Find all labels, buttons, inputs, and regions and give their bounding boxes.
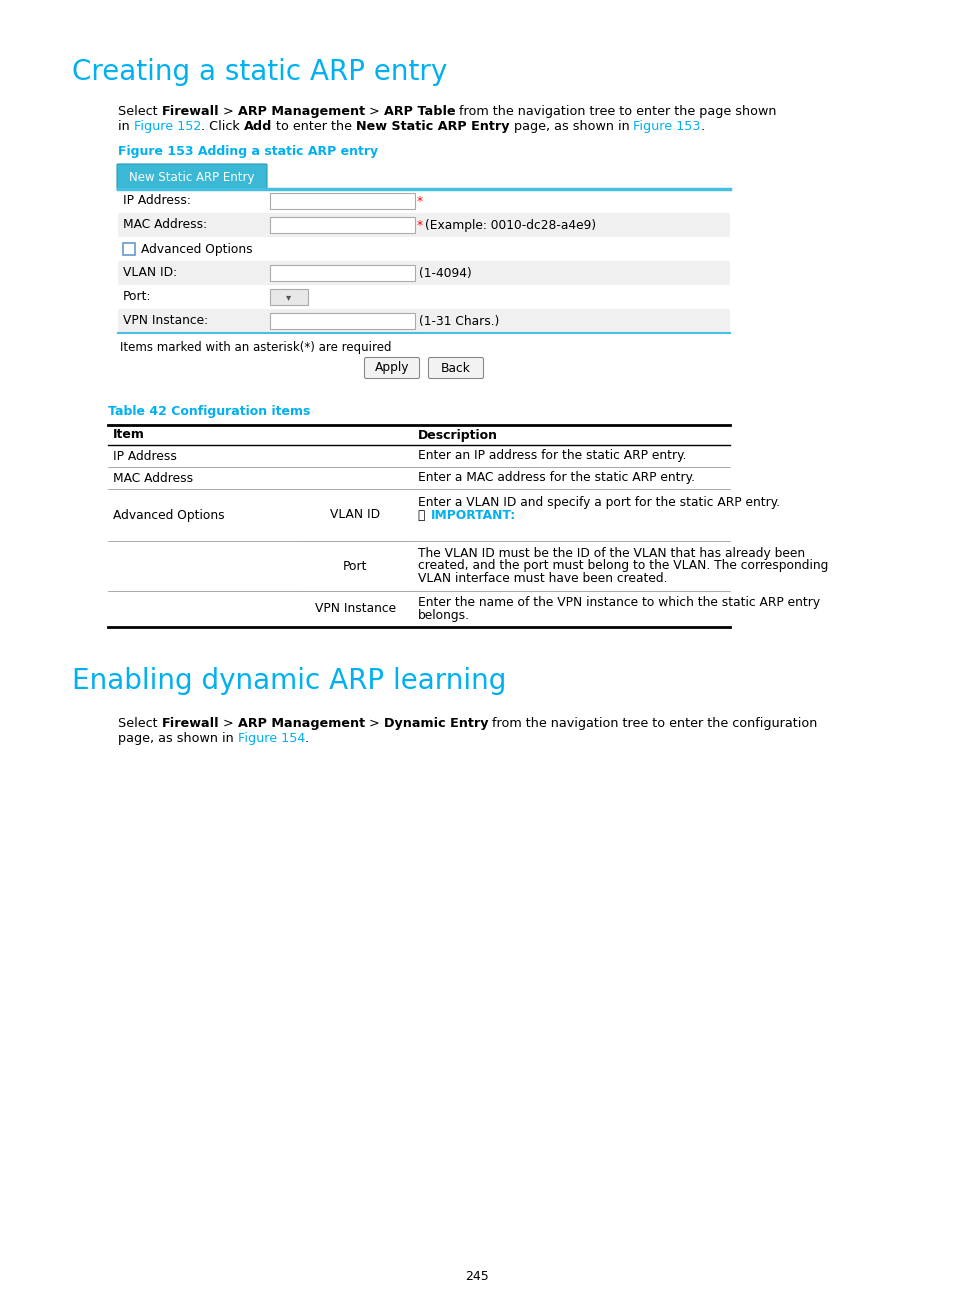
Text: New Static ARP Entry: New Static ARP Entry bbox=[355, 121, 509, 133]
Text: ARP Management: ARP Management bbox=[237, 717, 365, 730]
Text: . Click: . Click bbox=[201, 121, 244, 133]
Text: >: > bbox=[219, 105, 237, 118]
Text: Add: Add bbox=[244, 121, 272, 133]
Text: Port:: Port: bbox=[123, 290, 152, 303]
Text: Figure 152: Figure 152 bbox=[133, 121, 201, 133]
Text: to enter the: to enter the bbox=[272, 121, 355, 133]
Text: (1-4094): (1-4094) bbox=[418, 267, 471, 280]
Bar bbox=[118, 213, 729, 237]
Text: VLAN interface must have been created.: VLAN interface must have been created. bbox=[417, 573, 667, 586]
Text: *: * bbox=[416, 194, 423, 207]
Text: >: > bbox=[365, 105, 383, 118]
Bar bbox=[270, 264, 415, 281]
Text: Figure 153 Adding a static ARP entry: Figure 153 Adding a static ARP entry bbox=[118, 145, 377, 158]
Text: Dynamic Entry: Dynamic Entry bbox=[383, 717, 488, 730]
Text: Enter the name of the VPN instance to which the static ARP entry: Enter the name of the VPN instance to wh… bbox=[417, 596, 820, 609]
Bar bbox=[118, 237, 729, 260]
Bar bbox=[118, 260, 729, 285]
Bar bbox=[118, 285, 729, 308]
Text: Enter a VLAN ID and specify a port for the static ARP entry.: Enter a VLAN ID and specify a port for t… bbox=[417, 496, 780, 509]
Text: Select: Select bbox=[118, 105, 161, 118]
Text: from the navigation tree to enter the configuration: from the navigation tree to enter the co… bbox=[488, 717, 817, 730]
Text: IP Address: IP Address bbox=[112, 450, 176, 463]
Text: Figure 153: Figure 153 bbox=[633, 121, 700, 133]
Text: VPN Instance: VPN Instance bbox=[314, 603, 395, 616]
Text: belongs.: belongs. bbox=[417, 609, 470, 622]
Text: Enabling dynamic ARP learning: Enabling dynamic ARP learning bbox=[71, 667, 506, 695]
Text: page, as shown in: page, as shown in bbox=[509, 121, 633, 133]
Text: Apply: Apply bbox=[375, 362, 409, 375]
Text: Item: Item bbox=[112, 429, 145, 442]
Text: VLAN ID:: VLAN ID: bbox=[123, 267, 177, 280]
Text: Creating a static ARP entry: Creating a static ARP entry bbox=[71, 58, 447, 86]
Bar bbox=[270, 193, 415, 209]
Text: Firewall: Firewall bbox=[161, 717, 219, 730]
Text: 245: 245 bbox=[465, 1270, 488, 1283]
Text: Firewall: Firewall bbox=[161, 105, 219, 118]
Text: created, and the port must belong to the VLAN. The corresponding: created, and the port must belong to the… bbox=[417, 560, 827, 573]
Text: (Example: 0010-dc28-a4e9): (Example: 0010-dc28-a4e9) bbox=[424, 219, 596, 232]
Text: *: * bbox=[416, 219, 423, 232]
Text: Description: Description bbox=[417, 429, 497, 442]
Text: Enter an IP address for the static ARP entry.: Enter an IP address for the static ARP e… bbox=[417, 450, 686, 463]
Text: ▾: ▾ bbox=[286, 292, 292, 302]
Text: .: . bbox=[305, 732, 309, 745]
FancyBboxPatch shape bbox=[117, 165, 267, 191]
Bar bbox=[270, 216, 415, 233]
Text: ARP Table: ARP Table bbox=[383, 105, 455, 118]
Text: .: . bbox=[700, 121, 704, 133]
Bar bbox=[118, 308, 729, 333]
Text: page, as shown in: page, as shown in bbox=[118, 732, 237, 745]
Text: Items marked with an asterisk(*) are required: Items marked with an asterisk(*) are req… bbox=[120, 341, 391, 354]
FancyBboxPatch shape bbox=[428, 358, 483, 378]
Text: The VLAN ID must be the ID of the VLAN that has already been: The VLAN ID must be the ID of the VLAN t… bbox=[417, 547, 804, 560]
Text: in: in bbox=[118, 121, 133, 133]
Bar bbox=[118, 189, 729, 213]
Text: from the navigation tree to enter the page shown: from the navigation tree to enter the pa… bbox=[455, 105, 776, 118]
Text: IMPORTANT:: IMPORTANT: bbox=[431, 509, 516, 522]
Text: IP Address:: IP Address: bbox=[123, 194, 191, 207]
Text: Table 42 Configuration items: Table 42 Configuration items bbox=[108, 404, 310, 419]
Text: (1-31 Chars.): (1-31 Chars.) bbox=[418, 315, 498, 328]
Text: ARP Management: ARP Management bbox=[237, 105, 365, 118]
Text: Select: Select bbox=[118, 717, 161, 730]
Text: >: > bbox=[219, 717, 237, 730]
Text: MAC Address: MAC Address bbox=[112, 472, 193, 485]
FancyBboxPatch shape bbox=[364, 358, 419, 378]
Bar bbox=[123, 244, 135, 255]
Text: ⓘ: ⓘ bbox=[417, 509, 429, 522]
Text: Enter a MAC address for the static ARP entry.: Enter a MAC address for the static ARP e… bbox=[417, 472, 695, 485]
Text: Back: Back bbox=[440, 362, 471, 375]
Bar bbox=[270, 314, 415, 329]
Text: Advanced Options: Advanced Options bbox=[141, 242, 253, 255]
Text: New Static ARP Entry: New Static ARP Entry bbox=[129, 171, 254, 184]
Text: VLAN ID: VLAN ID bbox=[330, 508, 380, 521]
Text: Port: Port bbox=[343, 560, 367, 573]
Bar bbox=[270, 289, 308, 305]
Text: Advanced Options: Advanced Options bbox=[112, 508, 224, 521]
Text: >: > bbox=[365, 717, 383, 730]
Text: MAC Address:: MAC Address: bbox=[123, 219, 207, 232]
Text: VPN Instance:: VPN Instance: bbox=[123, 315, 208, 328]
Text: Figure 154: Figure 154 bbox=[237, 732, 305, 745]
